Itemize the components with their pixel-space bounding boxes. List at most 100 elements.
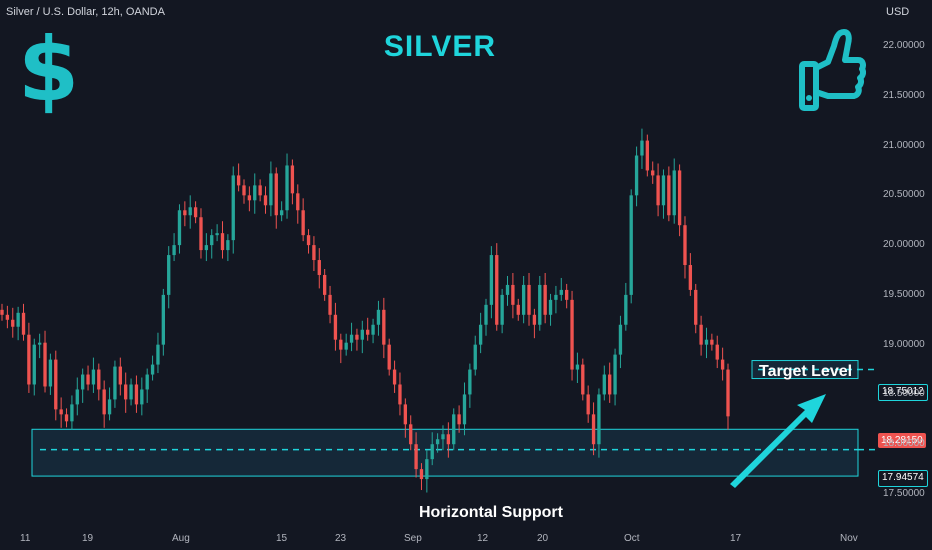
candle-body (656, 175, 660, 206)
candle-body (344, 342, 348, 350)
candle-body (543, 284, 547, 315)
y-tick-label: 17.50000 (883, 488, 925, 499)
candle-body (355, 334, 359, 340)
candle-body (91, 369, 96, 385)
candle-body (37, 342, 42, 345)
candle-body (177, 210, 182, 246)
candle-body (43, 342, 47, 387)
x-tick-label: 11 (20, 533, 31, 544)
candle-body (156, 344, 160, 365)
candle-body (699, 324, 703, 345)
candle-body (446, 434, 451, 445)
candle-body (532, 314, 537, 325)
candle-body (193, 207, 198, 218)
candle-body (107, 399, 112, 415)
y-tick-label: 22.00000 (883, 40, 925, 51)
target-arrow (730, 394, 826, 488)
x-tick-label: 20 (537, 533, 549, 544)
candle-body (285, 165, 289, 211)
candle-body (333, 314, 338, 340)
x-tick-label: Sep (404, 533, 422, 544)
x-tick-label: Aug (172, 533, 190, 544)
candle-body (484, 304, 488, 325)
candle-body (263, 195, 268, 206)
symbol-title[interactable]: Silver / U.S. Dollar, 12h, OANDA (6, 6, 165, 18)
dollar-icon: $ (18, 18, 80, 121)
candle-body (231, 175, 235, 241)
candle-body (661, 175, 666, 206)
support-zone (31, 428, 859, 477)
candle-body (134, 384, 139, 405)
thumbs-up-icon (799, 29, 866, 111)
candle-body (489, 255, 494, 305)
candle-body (683, 225, 687, 266)
candle-body (726, 369, 730, 417)
candle-body (301, 210, 305, 236)
candle-body (290, 165, 295, 194)
candle-body (430, 444, 434, 460)
candle-body (279, 210, 284, 216)
candle-body (124, 384, 128, 400)
candle-body (21, 312, 26, 335)
candle-body (199, 217, 203, 251)
candle-body (710, 339, 714, 345)
candle-body (54, 359, 58, 410)
candle-body (349, 334, 354, 343)
candle-body (597, 394, 601, 445)
candle-body (226, 240, 230, 251)
candle-body (715, 344, 719, 360)
candle-body (457, 414, 461, 425)
target-level-label: Target Level (759, 363, 853, 380)
candle-body (629, 195, 633, 295)
candle-body (86, 374, 90, 385)
candle-body (441, 434, 445, 440)
candle-body (236, 175, 241, 186)
candle-body (75, 389, 79, 405)
candle-body (667, 175, 671, 216)
candle-body (371, 324, 375, 335)
x-tick-label: 23 (335, 533, 347, 544)
candle-body (296, 193, 300, 211)
candle-body (382, 309, 386, 345)
candle-body (150, 364, 155, 375)
candle-body (161, 294, 166, 345)
candle-body (511, 284, 515, 305)
candle-body (80, 374, 85, 390)
candle-body (317, 260, 321, 275)
candle-body (366, 329, 370, 335)
y-tick-label: 19.00000 (883, 338, 925, 350)
candle-body (516, 304, 520, 315)
candle-body (624, 294, 628, 325)
candle-body (247, 195, 252, 201)
candle-body (581, 364, 585, 395)
candle-body (172, 245, 176, 256)
candle-body (538, 284, 542, 325)
candle-body (527, 284, 531, 315)
candle-body (640, 140, 644, 156)
y-tick-label: 18.00000 (883, 438, 925, 450)
candle-body (398, 384, 402, 405)
candle-body (339, 339, 343, 350)
candle-body (376, 309, 381, 325)
candle-body (253, 185, 257, 201)
horizontal-support-label: Horizontal Support (419, 504, 563, 521)
candle-body (258, 185, 262, 196)
candle-body (591, 414, 596, 445)
x-tick-label: 17 (730, 533, 742, 544)
candle-body (473, 344, 477, 370)
candle-body (435, 439, 440, 445)
candle-body (500, 294, 504, 325)
candle-body (414, 444, 418, 470)
candle-body (215, 233, 219, 236)
candle-body (129, 384, 133, 400)
candle-body (618, 324, 623, 355)
candle-body (694, 289, 698, 325)
y-tick-label: 21.00000 (883, 139, 925, 151)
target-price-tag: 18.75012 (878, 384, 928, 401)
candle-body (677, 170, 682, 226)
candle-body (559, 289, 563, 295)
candle-body (312, 245, 316, 261)
candle-body (360, 329, 364, 340)
candle-body (403, 404, 408, 425)
